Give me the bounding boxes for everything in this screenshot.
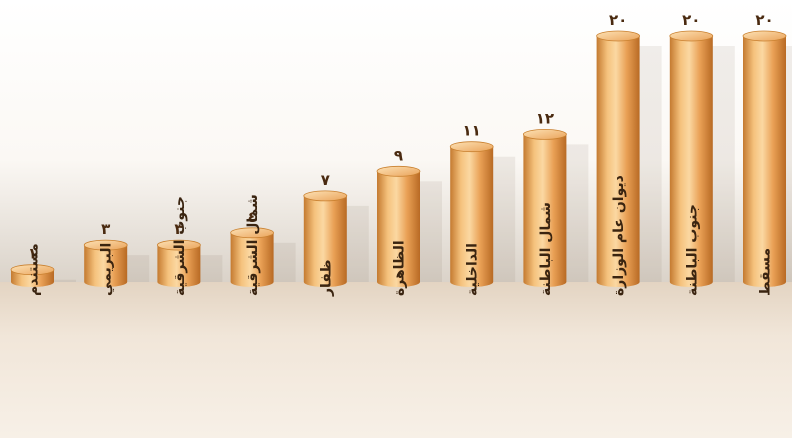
- bar-shadow: [196, 255, 223, 282]
- bar: [596, 36, 640, 287]
- bar: [743, 36, 786, 287]
- value-label: ٤: [248, 208, 257, 226]
- bar: [157, 245, 201, 287]
- value-label: ٢٠: [755, 11, 773, 29]
- category-label: مستندم: [26, 243, 42, 296]
- value-label: ٢٠: [682, 11, 700, 29]
- bar-cap: [523, 128, 567, 140]
- category-label: الظاهرة: [392, 240, 408, 296]
- bar-shadow: [489, 156, 516, 282]
- bar-shadow: [562, 144, 589, 282]
- bar: [523, 134, 567, 287]
- bar: [230, 232, 274, 287]
- category-label: جنوب الباطنة: [684, 204, 700, 296]
- category-label: شمال الشرقية: [245, 194, 261, 296]
- bar-shadow: [708, 46, 735, 282]
- bar-shadow: [123, 255, 150, 282]
- bar-shadow: [269, 242, 296, 282]
- value-label: ٧: [321, 171, 330, 189]
- bar-cap: [742, 30, 787, 42]
- bar-shadow: [635, 46, 662, 282]
- category-label: جنوب الشرقية: [172, 196, 188, 296]
- bar-shadow: [782, 46, 792, 282]
- bar-cap: [83, 239, 128, 251]
- bar-cap: [449, 141, 494, 153]
- chart-floor: [0, 282, 792, 438]
- value-label: ٢٠: [609, 11, 627, 29]
- category-label: البريمي: [99, 243, 115, 296]
- category-label: ظفار: [318, 259, 334, 297]
- value-label: ٣: [174, 220, 183, 238]
- bar: [450, 146, 494, 287]
- bar-shadow: [416, 181, 442, 282]
- value-label: ١: [28, 245, 37, 263]
- value-label: ٣: [101, 220, 110, 238]
- value-label: ٩: [394, 146, 403, 164]
- bar-cap: [10, 264, 55, 276]
- bar-shadow: [342, 205, 369, 282]
- bar-cap: [230, 227, 275, 239]
- value-label: ١١: [463, 122, 481, 140]
- category-label: مسقط: [758, 248, 774, 296]
- bar: [84, 245, 128, 287]
- category-label: شمال الباطنة: [538, 202, 554, 296]
- bar-cap: [669, 30, 714, 42]
- bar-cap: [596, 30, 640, 42]
- bar: [303, 195, 347, 287]
- bar: [669, 36, 713, 287]
- bar-cap: [156, 239, 201, 251]
- bar-shadow: [50, 279, 76, 282]
- value-label: ١٢: [536, 109, 554, 127]
- bar: [377, 171, 420, 287]
- category-label: الداخلية: [465, 243, 481, 296]
- category-label: ديوان عام الوزارة: [611, 175, 627, 296]
- bar-cap: [303, 190, 348, 202]
- bar-cap: [376, 165, 421, 177]
